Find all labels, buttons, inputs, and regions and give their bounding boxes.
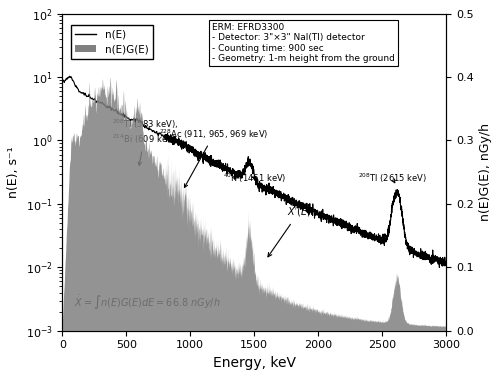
Text: ERM: EFRD3300
- Detector: 3"×3" NaI(Tl) detector
- Counting time: 900 sec
- Geom: ERM: EFRD3300 - Detector: 3"×3" NaI(Tl) … [212, 23, 395, 63]
Text: $^{208}$Tl (583 keV),
$^{214}$Bi (609 keV): $^{208}$Tl (583 keV), $^{214}$Bi (609 ke… [112, 118, 179, 166]
X-axis label: Energy, keV: Energy, keV [213, 356, 295, 370]
Text: $^{228}$Ac (911, 965, 969 keV): $^{228}$Ac (911, 965, 969 keV) [160, 127, 269, 187]
Legend: n(E), n(E)G(E): n(E), n(E)G(E) [71, 25, 153, 59]
Text: $\dot{X}'(E)$: $\dot{X}'(E)$ [268, 203, 312, 257]
Text: $^{40}$K (1461 keV): $^{40}$K (1461 keV) [224, 172, 287, 185]
Text: $\dot{X} = \int n(E)G(E)dE = 66.8\ nGy/h$: $\dot{X} = \int n(E)G(E)dE = 66.8\ nGy/h… [74, 294, 221, 312]
Y-axis label: n(E), s⁻¹: n(E), s⁻¹ [7, 146, 20, 198]
Text: $^{208}$Tl (2615 keV): $^{208}$Tl (2615 keV) [358, 172, 427, 185]
Y-axis label: n(E)G(E), nGy/h: n(E)G(E), nGy/h [479, 123, 492, 221]
